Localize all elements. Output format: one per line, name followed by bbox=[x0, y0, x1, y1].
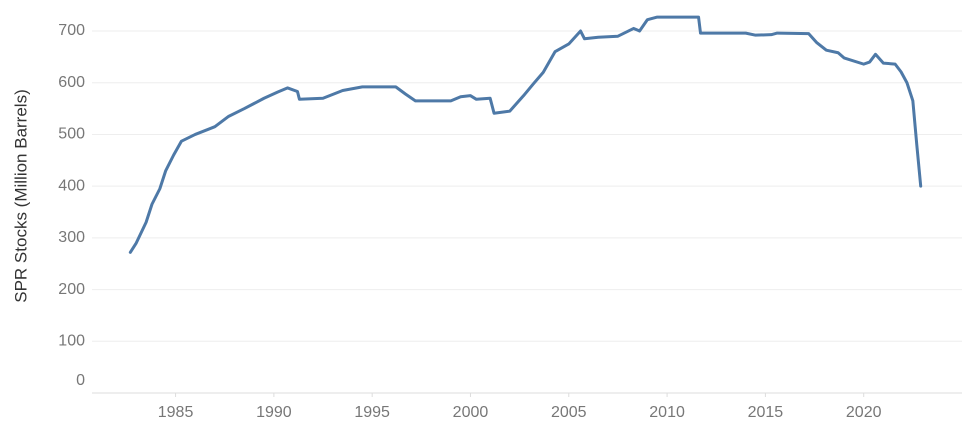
data-line bbox=[128, 15, 923, 254]
y-tick-label: 300 bbox=[58, 229, 85, 246]
y-tick-label: 600 bbox=[58, 74, 85, 91]
x-tick-label: 1995 bbox=[354, 404, 390, 421]
x-tick-label: 1985 bbox=[158, 404, 194, 421]
y-axis-label: SPR Stocks (Million Barrels) bbox=[11, 89, 30, 303]
y-tick-label: 100 bbox=[58, 333, 85, 350]
y-tick-label: 0 bbox=[76, 372, 85, 389]
y-tick-label: 500 bbox=[58, 126, 85, 143]
x-tick-label: 1990 bbox=[256, 404, 292, 421]
x-tick-label: 2020 bbox=[846, 404, 882, 421]
x-tick-label: 2015 bbox=[748, 404, 784, 421]
x-tick-label: 2010 bbox=[649, 404, 685, 421]
x-tick-label: 2005 bbox=[551, 404, 587, 421]
x-tick-label: 2000 bbox=[453, 404, 489, 421]
y-tick-label: 400 bbox=[58, 177, 85, 194]
y-tick-label: 200 bbox=[58, 281, 85, 298]
y-tick-label: 700 bbox=[58, 22, 85, 39]
